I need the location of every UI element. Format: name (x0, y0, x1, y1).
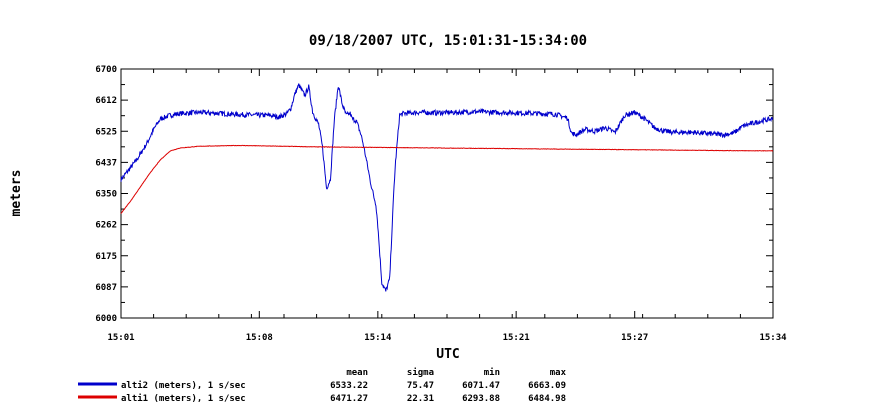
stats-header-max: max (550, 368, 567, 378)
series-line-alti2 (120, 83, 774, 292)
y-tick-label: 6262 (95, 221, 117, 231)
stats-header-sigma: sigma (407, 367, 434, 378)
stats-header-min: min (484, 367, 500, 378)
stat-min-alti1: 6293.88 (462, 394, 500, 404)
x-tick-label: 15:01 (107, 333, 134, 343)
stat-max-alti2: 6663.09 (528, 381, 566, 391)
stat-max-alti1: 6484.98 (528, 394, 566, 404)
legend-label-alti2: alti2 (meters), 1 s/sec (121, 380, 246, 391)
y-tick-label: 6437 (95, 158, 117, 168)
x-tick-label: 15:27 (621, 333, 648, 343)
stat-min-alti2: 6071.47 (462, 381, 500, 391)
legend-row-alti2: alti2 (meters), 1 s/sec 6533.22 75.47 60… (78, 380, 566, 391)
y-axis: 6000 6087 6175 6262 6350 6437 6525 6612 6700 (95, 65, 773, 324)
stat-sigma-alti2: 75.47 (407, 381, 434, 391)
y-tick-label: 6350 (95, 190, 117, 200)
y-tick-label: 6612 (95, 96, 117, 106)
y-axis-label: meters (9, 170, 24, 217)
x-tick-label: 15:21 (503, 333, 530, 343)
series-lines (120, 83, 774, 292)
stat-mean-alti1: 6471.27 (330, 394, 368, 404)
chart-title: 09/18/2007 UTC, 15:01:31-15:34:00 (309, 33, 587, 49)
plot-frame (120, 68, 774, 319)
stat-sigma-alti1: 22.31 (407, 394, 434, 404)
y-tick-label: 6087 (95, 283, 117, 293)
x-tick-label: 15:08 (246, 333, 273, 343)
y-tick-label: 6175 (95, 252, 117, 262)
x-tick-label: 15:34 (759, 333, 787, 343)
stats-header-mean: mean (346, 368, 368, 378)
y-tick-label: 6000 (95, 314, 117, 324)
y-tick-label: 6525 (95, 127, 117, 137)
x-axis-label: UTC (436, 347, 459, 362)
legend-label-alti1: alti1 (meters), 1 s/sec (121, 393, 246, 404)
stat-mean-alti2: 6533.22 (330, 381, 368, 391)
stats-legend: mean sigma min max alti2 (meters), 1 s/s… (78, 367, 567, 404)
legend-row-alti1: alti1 (meters), 1 s/sec 6471.27 22.31 62… (78, 393, 566, 404)
x-axis: 15:01 15:08 15:14 15:21 15:27 15:34 (107, 69, 787, 343)
y-tick-label: 6700 (95, 65, 117, 75)
x-tick-label: 15:14 (364, 333, 392, 343)
series-line-alti1 (120, 144, 774, 214)
